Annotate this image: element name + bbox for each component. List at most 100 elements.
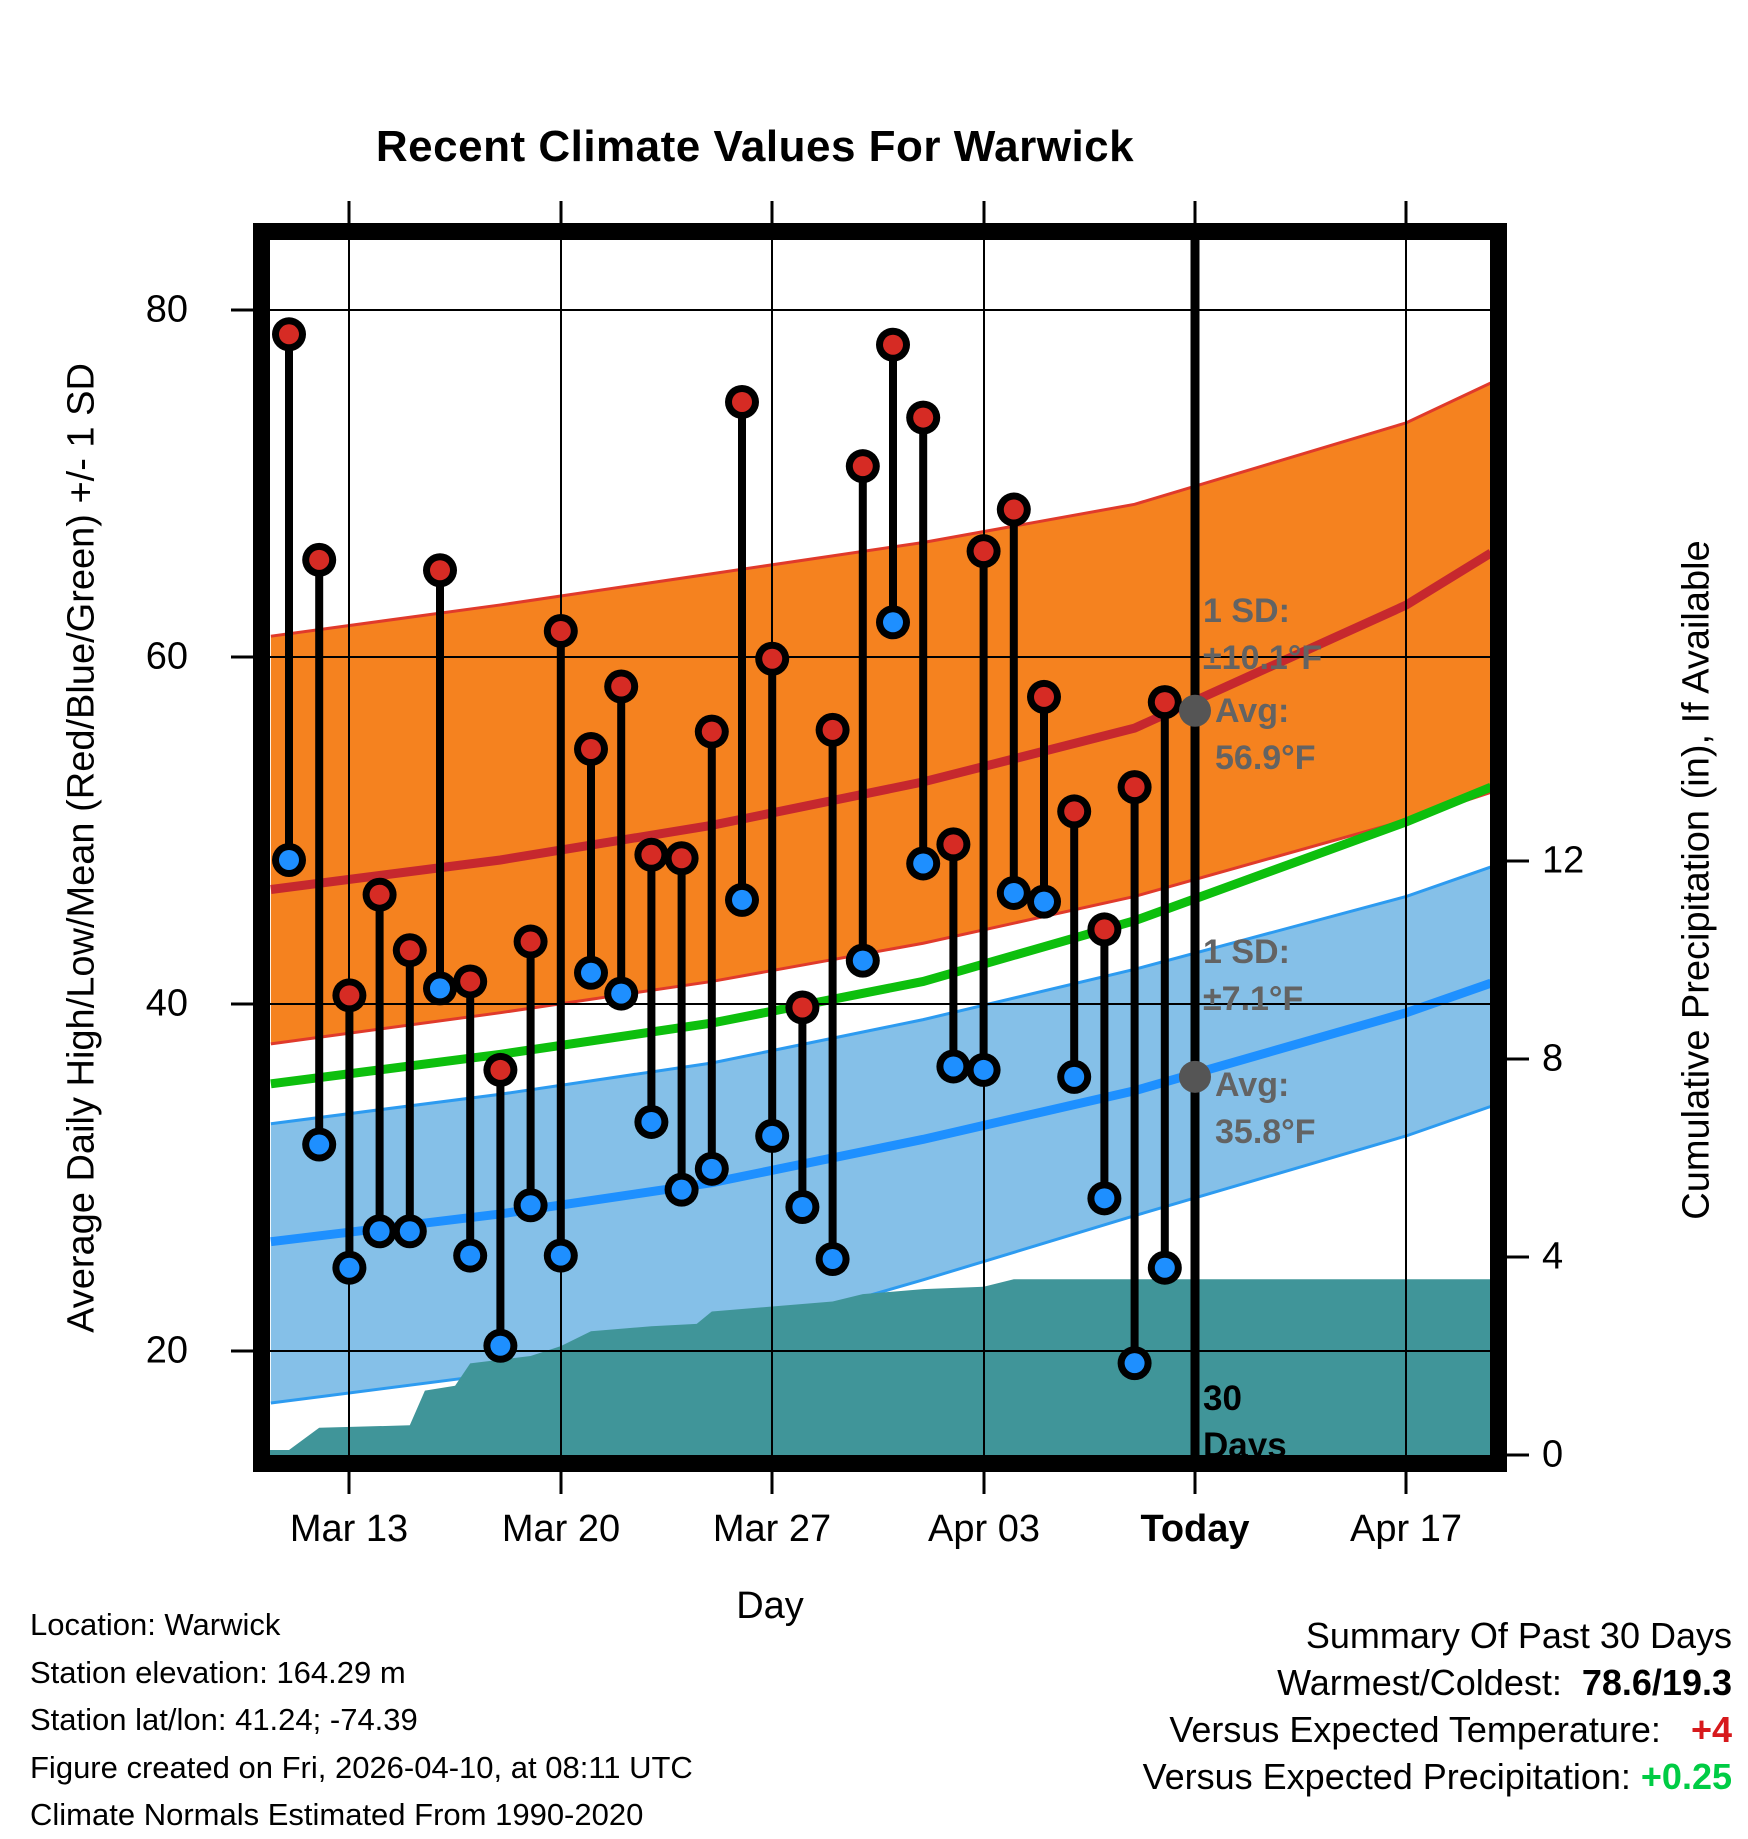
daily-low-dot	[309, 1134, 330, 1155]
daily-low-dot	[581, 962, 601, 983]
daily-low-dot	[973, 1059, 994, 1080]
annotation-avg-low: Avg: 35.8°F	[1215, 1062, 1316, 1156]
daily-low-dot	[883, 612, 903, 633]
annotation-avg-low-value: 35.8°F	[1215, 1113, 1316, 1151]
daily-high-dot	[701, 721, 722, 742]
daily-low-dot	[1034, 891, 1054, 912]
daily-low-dot	[1094, 1188, 1115, 1209]
summary-vs-temperature: Versus Expected Temperature: +4	[1143, 1706, 1732, 1753]
daily-high-dot	[943, 834, 964, 855]
x-axis-tick-mar20: Mar 20	[501, 1508, 621, 1550]
daily-high-dot	[1064, 801, 1085, 822]
annotation-avg-high-label: Avg:	[1215, 692, 1290, 730]
right-axis-tick-8: 8	[1542, 1037, 1564, 1080]
annotation-30-days-line2: Days	[1203, 1426, 1287, 1465]
right-axis-tick-12: 12	[1542, 839, 1585, 882]
daily-high-dot	[641, 844, 662, 865]
past-30-days-summary: Summary Of Past 30 Days Warmest/Coldest:…	[1143, 1612, 1732, 1800]
daily-high-dot	[1003, 499, 1024, 520]
daily-high-dot	[279, 324, 299, 345]
summary-heading: Summary Of Past 30 Days	[1305, 1615, 1732, 1656]
high-normal-band	[270, 382, 1491, 1044]
daily-high-dot	[369, 884, 390, 905]
station-latlon: Station lat/lon: 41.24; -74.39	[30, 1702, 418, 1737]
daily-high-dot	[671, 848, 692, 869]
annotation-sd-low: 1 SD: ±7.1°F	[1203, 929, 1303, 1023]
daily-low-dot	[913, 853, 934, 874]
summary-vs-precipitation: Versus Expected Precipitation: +0.25	[1143, 1753, 1732, 1800]
avg-high-marker	[1179, 694, 1211, 727]
daily-high-dot	[550, 620, 571, 641]
daily-high-dot	[1154, 692, 1175, 713]
daily-high-dot	[339, 985, 360, 1006]
daily-low-dot	[762, 1125, 783, 1146]
vs-precipitation-label: Versus Expected Precipitation:	[1142, 1756, 1631, 1797]
daily-low-dot	[1064, 1066, 1085, 1087]
vs-temperature-value: +4	[1690, 1709, 1732, 1750]
daily-high-dot	[309, 549, 330, 570]
daily-high-dot	[490, 1059, 511, 1080]
daily-high-dot	[973, 541, 994, 562]
x-axis-tick-mar27: Mar 27	[712, 1508, 832, 1550]
daily-high-dot	[762, 648, 783, 669]
climate-normals-note: Climate Normals Estimated From 1990-2020	[30, 1797, 644, 1832]
daily-low-dot	[732, 889, 752, 910]
right-axis-label: Cumulative Precipitation (in), If Availa…	[1675, 540, 1718, 1220]
daily-low-dot	[701, 1158, 722, 1179]
daily-high-dot	[1034, 686, 1054, 707]
daily-low-dot	[792, 1196, 813, 1217]
warmest-coldest-label: Warmest/Coldest:	[1277, 1662, 1562, 1703]
vs-temperature-label: Versus Expected Temperature:	[1169, 1709, 1661, 1750]
annotation-avg-high: Avg: 56.9°F	[1215, 688, 1316, 782]
left-axis-tick-40: 40	[145, 982, 188, 1025]
annotation-sd-high-label: 1 SD:	[1203, 592, 1290, 630]
annotation-avg-low-label: Avg:	[1215, 1066, 1290, 1104]
daily-low-dot	[399, 1221, 420, 1242]
x-axis-tick-apr17: Apr 17	[1350, 1508, 1462, 1550]
annotation-30-days: 30 Days	[1203, 1375, 1287, 1469]
daily-low-dot	[943, 1056, 964, 1077]
daily-low-dot	[1003, 882, 1024, 903]
daily-low-dot	[490, 1335, 511, 1356]
daily-high-dot	[611, 676, 632, 697]
vs-precipitation-value: +0.25	[1640, 1756, 1732, 1797]
avg-low-marker	[1179, 1060, 1211, 1093]
daily-low-dot	[611, 983, 632, 1004]
right-axis-tick-4: 4	[1542, 1235, 1564, 1278]
x-axis-tick-today: Today	[1140, 1508, 1250, 1550]
annotation-sd-high-value: ±10.1°F	[1203, 639, 1323, 677]
right-axis-tick-0: 0	[1542, 1433, 1564, 1476]
daily-low-dot	[852, 950, 873, 971]
daily-low-dot	[369, 1221, 390, 1242]
daily-low-dot	[822, 1249, 843, 1270]
annotation-30-days-line1: 30	[1203, 1379, 1242, 1418]
annotation-sd-low-label: 1 SD:	[1203, 933, 1290, 971]
warmest-coldest-value: 78.6/19.3	[1581, 1662, 1732, 1703]
daily-high-dot	[822, 719, 843, 740]
daily-low-dot	[430, 978, 450, 999]
daily-low-dot	[1154, 1257, 1175, 1278]
daily-low-dot	[1124, 1353, 1145, 1374]
left-axis-tick-60: 60	[145, 635, 188, 678]
annotation-avg-high-value: 56.9°F	[1215, 739, 1316, 777]
station-elevation: Station elevation: 164.29 m	[30, 1654, 406, 1690]
cumulative-precip-area	[270, 1279, 1490, 1455]
daily-low-dot	[279, 849, 299, 870]
daily-high-dot	[1124, 777, 1145, 798]
summary-warmest-coldest: Warmest/Coldest: 78.6/19.3	[1143, 1659, 1732, 1706]
left-axis-label: Average Daily High/Low/Mean (Red/Blue/Gr…	[60, 363, 103, 1333]
x-axis-tick-apr03: Apr 03	[928, 1508, 1040, 1550]
daily-high-dot	[883, 334, 903, 355]
daily-low-dot	[520, 1195, 541, 1216]
daily-high-dot	[399, 940, 420, 961]
daily-high-dot	[460, 971, 481, 992]
daily-high-dot	[792, 997, 813, 1018]
daily-low-dot	[460, 1245, 481, 1266]
daily-high-dot	[852, 456, 873, 477]
chart-title: Recent Climate Values For Warwick	[375, 122, 1135, 171]
low-normal-band	[270, 866, 1491, 1404]
plot-frame	[253, 223, 1507, 1472]
daily-low-dot	[671, 1179, 692, 1200]
